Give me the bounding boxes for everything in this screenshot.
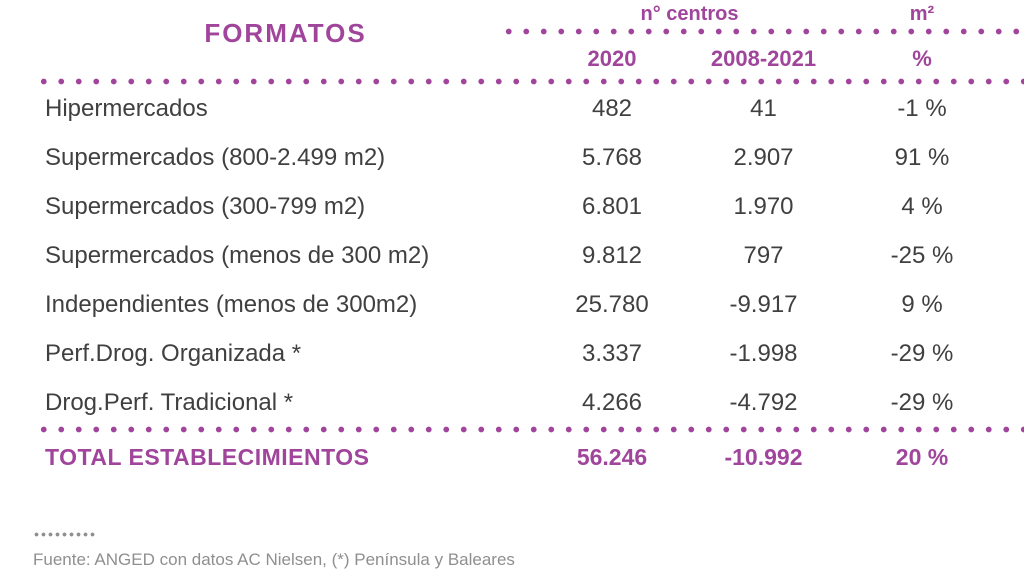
footer-dotted-separator (33, 532, 97, 537)
cell-centros-2020: 25.780 (575, 290, 649, 318)
table-header: FORMATOS n° centros m² 2020 2008-2021 % (33, 2, 1024, 86)
column-header-percent: % (912, 46, 932, 71)
total-centros-2020: 56.246 (576, 443, 648, 470)
column-header-2008-2021: 2008-2021 (710, 46, 817, 71)
row-label: Supermercados (300-799 m2) (45, 192, 366, 220)
row-label: Independientes (menos de 300m2) (45, 290, 418, 318)
table-row: Hipermercados 482 41 -1 % (33, 84, 1024, 133)
cell-m2-percent: -29 % (890, 339, 954, 367)
cell-centros-2020: 4.266 (581, 388, 643, 416)
cell-centros-2020: 5.768 (581, 143, 643, 171)
row-label: Supermercados (800-2.499 m2) (45, 143, 386, 171)
total-label: TOTAL ESTABLECIMIENTOS (45, 443, 370, 470)
header-bottom-dotted-rule (33, 78, 1024, 85)
cell-centros-2020: 9.812 (581, 241, 643, 269)
total-centros-2008-2021: -10.992 (724, 443, 803, 470)
total-top-dotted-rule (33, 426, 1024, 433)
cell-centros-2020: 6.801 (581, 192, 643, 220)
cell-m2-percent: 4 % (901, 192, 943, 220)
table-row: Supermercados (800-2.499 m2) 5.768 2.907… (33, 133, 1024, 182)
cell-centros-2020: 3.337 (581, 339, 643, 367)
cell-m2-percent: -25 % (890, 241, 954, 269)
table-body: Hipermercados 482 41 -1 % Supermercados … (33, 84, 1024, 427)
row-label: Hipermercados (45, 94, 208, 122)
cell-centros-2008-2021: -1.998 (729, 339, 798, 367)
total-m2-percent: 20 % (895, 443, 949, 470)
cell-centros-2008-2021: 41 (750, 94, 777, 122)
m2-group-header: m² (909, 3, 935, 25)
cell-m2-percent: -1 % (897, 94, 947, 122)
cell-m2-percent: 91 % (894, 143, 950, 171)
cell-centros-2008-2021: -4.792 (729, 388, 798, 416)
column-header-2020: 2020 (587, 46, 637, 71)
row-label: Supermercados (menos de 300 m2) (45, 241, 430, 269)
table-row: Perf.Drog. Organizada * 3.337 -1.998 -29… (33, 329, 1024, 378)
table-row: Drog.Perf. Tradicional * 4.266 -4.792 -2… (33, 378, 1024, 427)
cell-centros-2008-2021: -9.917 (729, 290, 798, 318)
cell-centros-2008-2021: 2.907 (733, 143, 794, 171)
header-group-dotted-rule (498, 28, 1024, 35)
formats-column-title: FORMATOS (204, 18, 367, 48)
table-row: Supermercados (menos de 300 m2) 9.812 79… (33, 231, 1024, 280)
row-label: Perf.Drog. Organizada * (45, 339, 302, 367)
centros-group-header: n° centros (640, 3, 739, 25)
cell-centros-2020: 482 (591, 94, 633, 122)
cell-m2-percent: -29 % (890, 388, 954, 416)
cell-m2-percent: 9 % (901, 290, 943, 318)
total-row: TOTAL ESTABLECIMIENTOS 56.246 -10.992 20… (33, 437, 1024, 477)
table-row: Independientes (menos de 300m2) 25.780 -… (33, 280, 1024, 329)
row-label: Drog.Perf. Tradicional * (45, 388, 294, 416)
table-row: Supermercados (300-799 m2) 6.801 1.970 4… (33, 182, 1024, 231)
cell-centros-2008-2021: 1.970 (733, 192, 794, 220)
cell-centros-2008-2021: 797 (743, 241, 784, 269)
source-note: Fuente: ANGED con datos AC Nielsen, (*) … (33, 550, 515, 569)
